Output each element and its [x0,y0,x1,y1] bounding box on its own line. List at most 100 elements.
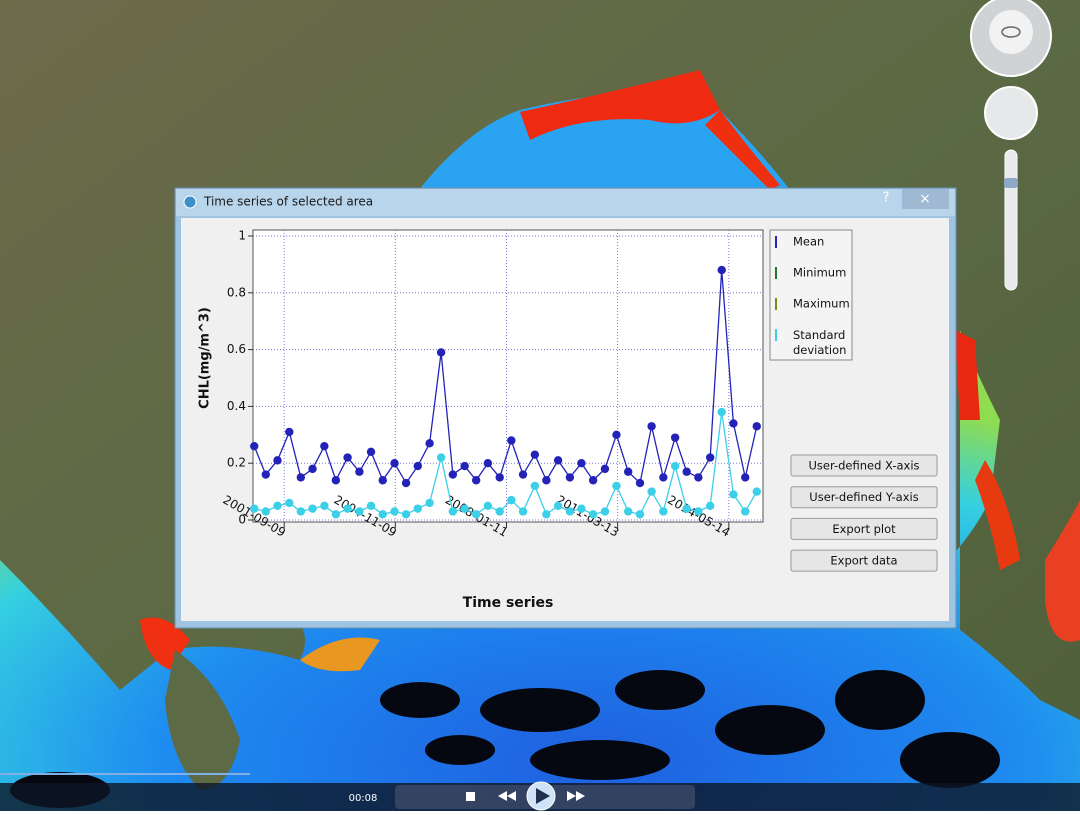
data-point [308,464,317,474]
data-point [471,476,481,485]
legend-box [769,229,853,361]
play-time: 00:08 [349,793,378,804]
data-point [741,473,750,482]
data-point [296,473,306,482]
data-point [647,422,656,431]
data-point [366,447,376,457]
data-point [378,476,387,485]
data-point [296,507,306,516]
data-point [565,507,575,516]
legend-label: Minimum [793,266,846,280]
data-point [460,461,469,471]
data-point [483,459,493,468]
data-point [588,476,598,485]
data-point [495,507,504,516]
legend-label: Standard deviation [793,328,846,357]
data-point [273,501,282,510]
data-point [390,507,399,516]
data-point [752,422,761,431]
y-tick-label: 0.4 [227,399,246,413]
data-point [320,501,329,510]
close-button[interactable] [902,189,949,209]
y-tick-label: 0.6 [227,342,246,356]
data-point [483,501,493,510]
data-point [355,467,364,476]
data-point [366,501,376,510]
data-point [588,510,598,519]
data-point [331,476,341,485]
window-title: Time series of selected area [203,195,373,209]
data-point [401,510,411,519]
legend-label: Mean [793,235,824,249]
data-point [612,481,621,491]
data-point [623,467,633,476]
button-label: Export plot [832,522,896,536]
series-line [253,270,758,485]
legend-label: Maximum [793,297,850,311]
button-frame [790,517,938,540]
plot-area [252,229,764,523]
data-point [670,433,680,442]
data-point [612,430,621,439]
close-glyph: × [919,191,931,207]
data-point [343,504,352,513]
data-point [250,441,259,451]
data-point [717,265,726,275]
data-point [320,441,329,451]
data-point [413,504,422,513]
button-frame [790,486,938,509]
data-point [729,419,738,428]
data-point [285,498,294,508]
data-point [436,453,446,462]
zoom-slider[interactable] [1004,149,1018,291]
help-button[interactable]: ? [883,191,890,206]
data-point [553,501,563,510]
data-point [623,507,633,516]
action-button[interactable]: Export plot [790,517,938,540]
media-bar: 00:08 [0,773,1080,811]
data-point [694,473,703,482]
data-point [460,504,469,513]
data-point [413,461,422,471]
data-point [577,504,586,513]
move-control[interactable] [984,86,1038,140]
data-point [331,510,341,519]
data-point [705,453,715,462]
stop-button[interactable] [466,792,475,801]
action-button[interactable]: User-defined Y-axis [790,486,938,509]
data-point [577,459,586,468]
data-point [741,507,750,516]
data-point [600,464,610,474]
data-point [495,473,504,482]
button-label: Export data [830,554,897,568]
data-point [659,473,668,482]
data-point [542,476,551,485]
data-point [670,461,680,471]
y-tick-label: 0.8 [227,285,246,299]
action-button[interactable]: Export data [790,549,938,572]
data-point [518,507,528,516]
data-point [507,495,516,505]
button-label: User-defined X-axis [808,459,919,473]
data-point [261,507,270,516]
y-tick-label: 1 [238,229,246,243]
data-point [647,487,656,496]
forward-button[interactable] [567,791,585,801]
data-point [717,407,726,417]
data-point [261,470,270,479]
data-point [285,427,294,437]
data-point [518,470,528,479]
data-point [635,510,645,519]
data-point [682,504,691,513]
data-point [752,487,761,496]
button-frame [790,454,938,477]
x-axis-label: Time series [463,595,554,611]
rewind-button[interactable] [498,791,516,801]
data-point [659,507,668,516]
y-tick-label: 0.2 [227,456,246,470]
data-point [705,501,715,510]
action-button[interactable]: User-defined X-axis [790,454,938,477]
y-tick-label: 0 [238,513,246,527]
button-label: User-defined Y-axis [809,490,918,504]
